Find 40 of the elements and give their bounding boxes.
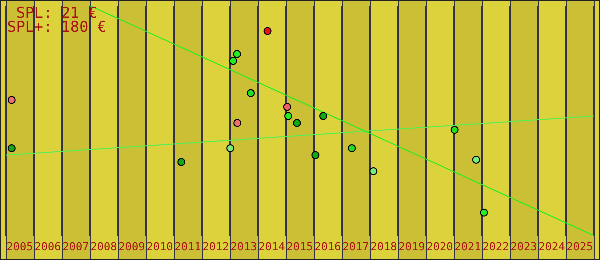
x-tick-label: 2017 [342, 240, 370, 254]
x-tick-label: 2022 [482, 240, 510, 254]
x-tick-label: 2013 [230, 240, 258, 254]
x-tick-label: 2006 [34, 240, 62, 254]
x-tick-label: 2021 [454, 240, 482, 254]
x-tick-label: 2016 [314, 240, 342, 254]
x-tick-label: 2024 [538, 240, 566, 254]
point [472, 156, 480, 164]
x-tick-label: 2025 [566, 240, 594, 254]
point [320, 112, 328, 120]
point [293, 119, 302, 128]
x-tick-label: 2011 [174, 240, 202, 254]
x-tick-label: 2007 [62, 240, 90, 254]
point [264, 27, 272, 36]
point [370, 167, 378, 176]
x-tick-label: 2018 [370, 240, 398, 254]
x-tick-label: 2010 [146, 240, 174, 254]
x-tick-label: 2015 [286, 240, 314, 254]
point [348, 144, 356, 152]
point [284, 112, 293, 120]
point [283, 103, 292, 112]
point [229, 57, 238, 66]
x-tick-label: 2014 [258, 240, 286, 254]
x-tick-label: 2020 [426, 240, 454, 254]
point [234, 119, 242, 128]
x-tick-label: 2005 [6, 240, 34, 254]
point [8, 144, 16, 152]
x-tick-label: 2012 [202, 240, 230, 254]
x-tick-label: 2008 [90, 240, 118, 254]
point [226, 144, 235, 152]
point [312, 151, 320, 160]
x-tick-label: 2019 [398, 240, 426, 254]
point [480, 208, 488, 217]
point [247, 89, 255, 98]
point [178, 158, 186, 166]
x-tick-label: 2009 [118, 240, 146, 254]
x-tick-label: 2023 [510, 240, 538, 254]
point [450, 126, 459, 134]
point [233, 50, 242, 58]
point [8, 96, 16, 104]
